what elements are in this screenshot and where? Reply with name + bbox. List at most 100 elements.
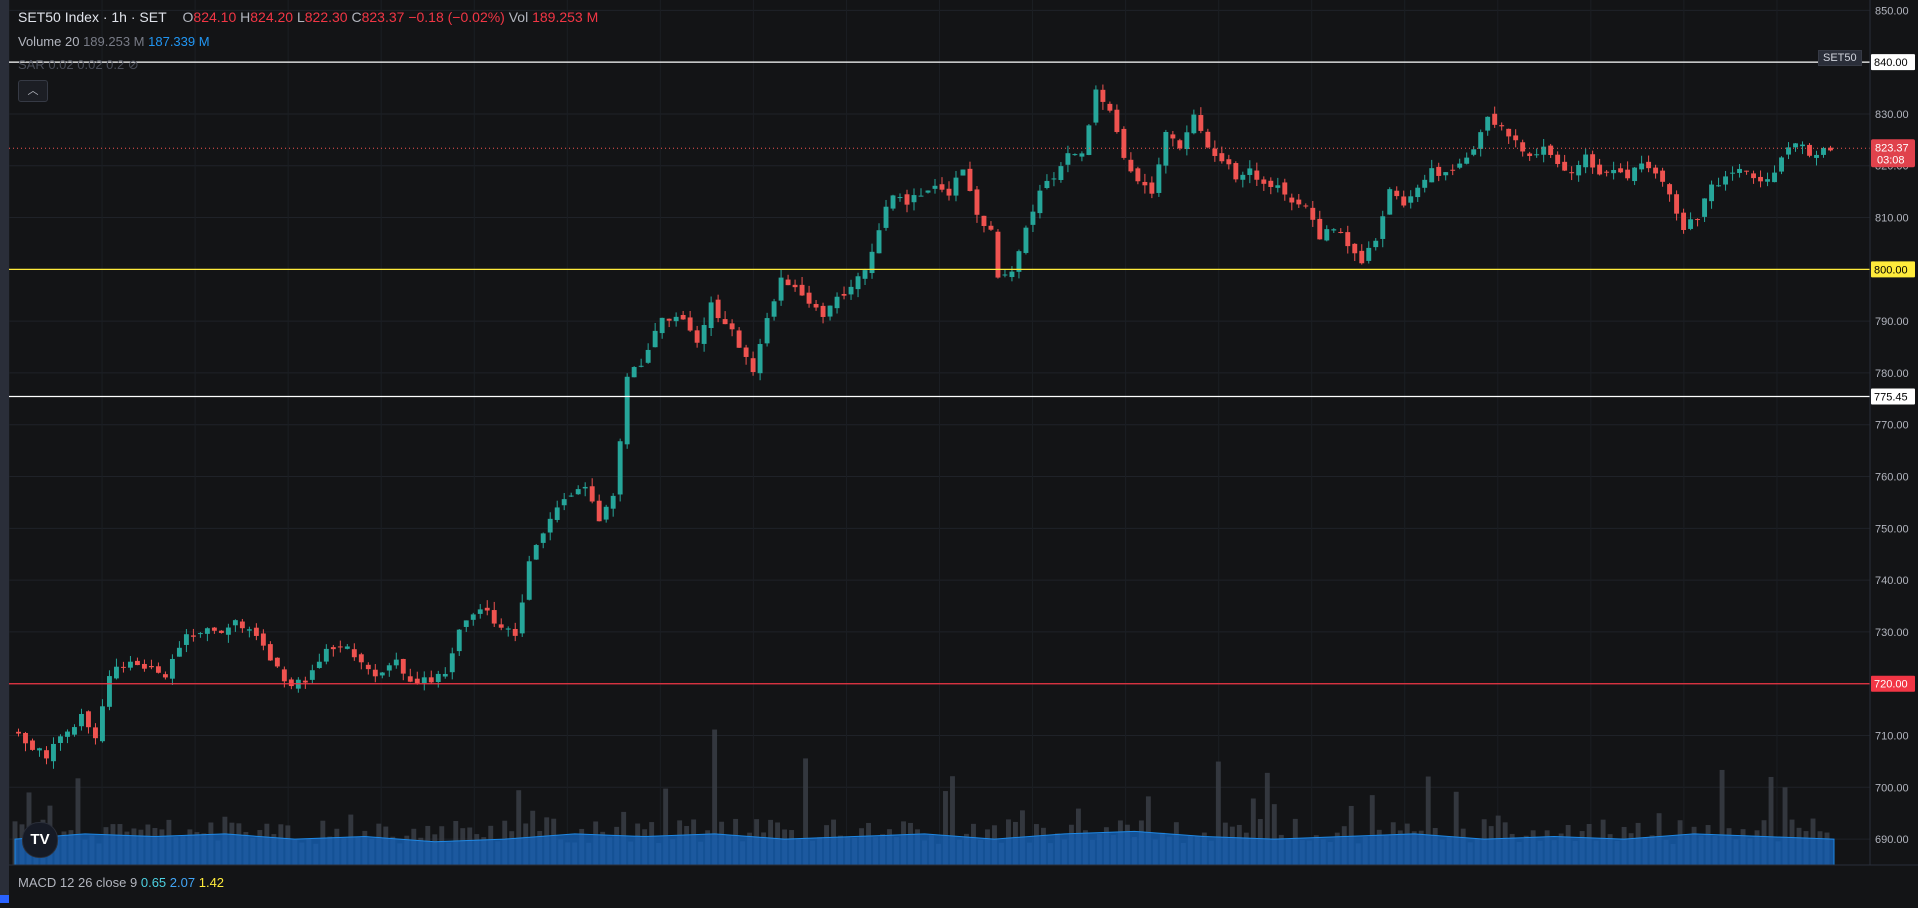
candle-body: [1548, 145, 1554, 155]
candle-body: [1674, 194, 1680, 214]
candle-body: [1394, 190, 1400, 197]
candle-body: [1170, 134, 1176, 139]
candle-body: [1450, 169, 1456, 171]
candle-body: [197, 633, 203, 635]
candle-body: [806, 292, 812, 304]
candle-body: [1604, 171, 1610, 173]
candle-body: [484, 607, 490, 611]
y-tick-label: 750.00: [1875, 523, 1909, 535]
open-label: O: [182, 9, 194, 25]
candle-body: [925, 190, 931, 193]
candle-body: [1814, 154, 1819, 158]
candle-body: [1016, 251, 1022, 272]
candle-body: [1786, 147, 1791, 155]
candle-body: [1296, 199, 1302, 205]
candle-body: [757, 344, 763, 374]
change-value: −0.18 (−0.02%): [408, 9, 505, 25]
candle-body: [1114, 109, 1120, 133]
y-tick-label: 690.00: [1875, 834, 1909, 846]
macd-signal-value: 2.07: [169, 875, 196, 890]
candle-body: [1051, 178, 1057, 180]
candle-body: [603, 506, 609, 520]
candle-body: [904, 194, 910, 205]
candle-body: [1527, 153, 1533, 156]
volume-bar: [1453, 791, 1459, 865]
level-price-tag: [1871, 261, 1915, 278]
candle-body: [645, 349, 651, 363]
candle-body: [617, 441, 623, 495]
candle-body: [225, 627, 231, 635]
candle-body: [1037, 190, 1043, 214]
candle-body: [1800, 144, 1805, 147]
candle-body: [239, 621, 245, 629]
collapse-legend-button[interactable]: ︿: [18, 80, 48, 102]
candle-body: [1401, 196, 1407, 206]
volume-bar: [950, 776, 955, 865]
sar-legend[interactable]: SAR 0.02 0.02 0.2 ⊘: [18, 57, 139, 73]
candle-body: [204, 628, 210, 634]
candle-body: [1422, 179, 1428, 188]
candle-body: [93, 727, 98, 739]
candle-body: [1779, 157, 1784, 172]
y-tick-label: 760.00: [1875, 472, 1909, 484]
close-value: 823.37: [361, 9, 405, 25]
candle-body: [1555, 154, 1561, 165]
candle-body: [568, 495, 574, 497]
last-price-tag: [1871, 139, 1915, 168]
candle-body: [680, 314, 686, 320]
candle-body: [883, 206, 889, 228]
tradingview-logo-icon[interactable]: TV: [22, 822, 58, 858]
candle-body: [134, 660, 140, 666]
candle-body: [540, 533, 546, 543]
y-tick-label: 730.00: [1875, 627, 1909, 639]
candle-body: [960, 169, 966, 176]
candle-body: [1303, 205, 1309, 207]
candle-body: [1653, 167, 1659, 174]
candle-body: [267, 644, 273, 661]
level-price-label: 840.00: [1874, 57, 1908, 69]
candle-body: [848, 286, 854, 295]
candle-body: [1744, 170, 1749, 172]
candle-body: [736, 330, 742, 348]
hidden-eye-icon[interactable]: ⊘: [127, 57, 139, 72]
candle-body: [1730, 172, 1736, 174]
candle-body: [260, 633, 266, 646]
candle-body: [421, 677, 427, 684]
volume-legend[interactable]: Volume 20 189.253 M 187.339 M: [18, 34, 210, 49]
volume-bar: [1719, 769, 1725, 865]
candle-body: [491, 610, 497, 624]
candle-body: [624, 376, 630, 445]
candle-body: [1695, 219, 1701, 221]
candle-body: [1807, 144, 1812, 156]
candle-body: [1065, 153, 1071, 165]
candle-body: [1177, 140, 1183, 149]
vol-value: 189.253 M: [532, 9, 599, 25]
candle-body: [1072, 154, 1078, 156]
candle-body: [1499, 125, 1505, 127]
volume-ma-area: [14, 830, 1835, 866]
left-scroll-strip[interactable]: [0, 0, 9, 903]
candle-body: [183, 634, 189, 645]
candle-body: [51, 743, 56, 762]
candle-body: [1772, 172, 1777, 183]
candle-body: [1128, 159, 1134, 172]
candle-body: [344, 646, 350, 649]
candle-body: [253, 627, 259, 636]
macd-legend[interactable]: MACD 12 26 close 9 0.65 2.07 1.42: [18, 875, 224, 890]
candle-body: [1100, 89, 1106, 102]
scroll-knob[interactable]: [0, 895, 9, 903]
candle-body: [372, 669, 378, 677]
candle-body: [393, 659, 399, 666]
candle-body: [1828, 147, 1833, 151]
candle-body: [1457, 163, 1463, 168]
symbol-title[interactable]: SET50 Index · 1h · SET: [18, 9, 167, 25]
candle-body: [1324, 229, 1330, 241]
candle-body: [218, 630, 224, 633]
candle-body: [1464, 157, 1470, 164]
close-label: C: [351, 9, 362, 25]
candle-body: [834, 296, 840, 309]
candle-body: [799, 284, 805, 296]
candle-body: [582, 486, 588, 489]
